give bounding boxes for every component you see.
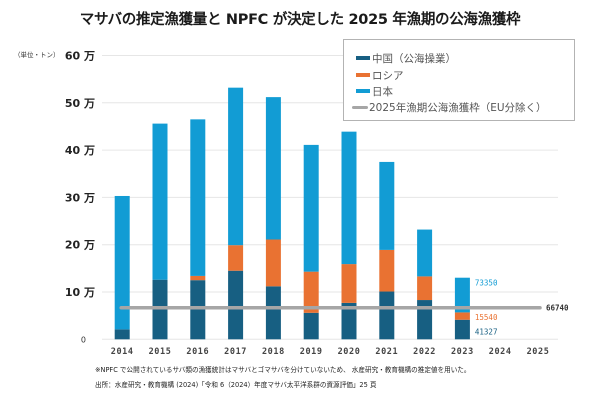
bar-segment-china xyxy=(152,279,168,340)
bar-segment-japan xyxy=(228,87,244,246)
reference-line-group: 66740 xyxy=(119,304,569,313)
bar-segment-china xyxy=(265,286,281,340)
bar-segment-japan xyxy=(454,277,470,313)
bar-segment-japan xyxy=(152,123,168,280)
bar-segment-japan xyxy=(303,144,319,272)
bar-segment-japan xyxy=(114,195,130,330)
x-tick-label: 2018 xyxy=(262,347,285,357)
legend-label-china: 中国（公海操業） xyxy=(372,52,456,65)
legend-label-japan: 日本 xyxy=(372,85,393,98)
bar-segment-japan xyxy=(265,97,281,240)
y-tick-label: 0 xyxy=(81,335,86,344)
y-tick-label: 20 万 xyxy=(65,239,95,252)
bars xyxy=(114,87,470,340)
bar-segment-russia xyxy=(454,312,470,320)
y-tick-label: 50 万 xyxy=(65,97,95,110)
legend-swatch-russia xyxy=(356,73,370,77)
y-tick-label: 10 万 xyxy=(65,286,95,299)
x-tick-label: 2025 xyxy=(527,347,550,357)
bar-segment-china xyxy=(341,302,357,340)
legend-label-quota: 2025年漁期公海漁獲枠（EU分除く） xyxy=(369,101,547,114)
legend-item-russia: ロシア xyxy=(356,68,404,82)
quota-value-label: 66740 xyxy=(546,304,569,313)
bar-segment-china xyxy=(454,319,470,340)
x-tick-label: 2021 xyxy=(375,347,398,357)
bar-segment-china xyxy=(417,300,433,340)
bar-segment-russia xyxy=(379,249,395,292)
y-tick-label: 40 万 xyxy=(65,144,95,157)
x-tick-label: 2020 xyxy=(338,347,361,357)
source-note: 出所：水産研究・教育機構 (2024)「令和 6（2024）年度マサバ太平洋系群… xyxy=(95,381,377,389)
x-tick-label: 2016 xyxy=(186,347,209,357)
x-axis-ticks: 2014 2015 2016 2017 2018 2019 2020 2021 2022 2023… xyxy=(111,347,550,357)
legend-swatch-quota xyxy=(352,105,368,109)
legend-label-russia: ロシア xyxy=(372,69,404,82)
legend-item-japan: 日本 xyxy=(356,84,393,98)
x-tick-label: 2023 xyxy=(451,347,474,357)
bar-segment-japan xyxy=(379,161,395,250)
x-tick-label: 2024 xyxy=(489,347,512,357)
x-tick-label: 2015 xyxy=(149,347,172,357)
x-tick-label: 2022 xyxy=(413,347,436,357)
y-axis-ticks: 0 10 万 20 万 30 万 40 万 50 万 60 万 xyxy=(65,50,95,345)
legend-item-quota: 2025年漁期公海漁獲枠（EU分除く） xyxy=(352,100,547,114)
bar-segment-russia xyxy=(265,239,281,287)
bar-segment-russia xyxy=(190,275,206,281)
bar-segment-china xyxy=(379,291,395,340)
data-labels: 73350 15540 41327 xyxy=(475,279,498,337)
y-tick-label: 60 万 xyxy=(65,50,95,63)
bar-segment-china xyxy=(228,270,244,340)
x-tick-label: 2014 xyxy=(111,347,134,357)
bar-segment-china xyxy=(114,329,130,340)
x-tick-label: 2019 xyxy=(300,347,323,357)
legend: 中国（公海操業） ロシア 日本 2025年漁期公海漁獲枠（EU分除く） xyxy=(343,39,575,121)
bar-segment-china xyxy=(303,312,319,340)
bar-segment-russia xyxy=(341,264,357,303)
footnote: ※NPFC で公開されているサバ類の漁獲統計はマサバとゴマサバを分けていないため… xyxy=(95,366,471,374)
bar-segment-japan xyxy=(417,229,433,277)
bar-segment-russia xyxy=(417,276,433,301)
bar-segment-russia xyxy=(303,271,319,313)
bar-segment-japan xyxy=(341,131,357,265)
legend-swatch-japan xyxy=(356,89,370,93)
data-label: 15540 xyxy=(475,313,498,322)
data-label: 41327 xyxy=(475,328,498,337)
x-tick-label: 2017 xyxy=(224,347,247,357)
legend-item-china: 中国（公海操業） xyxy=(356,51,456,65)
bar-segment-japan xyxy=(190,119,206,276)
unit-label: （単位・トン） xyxy=(14,51,60,59)
y-tick-label: 30 万 xyxy=(65,191,95,204)
chart-title: マサバの推定漁獲量と NPFC が決定した 2025 年漁期の公海漁獲枠 xyxy=(79,12,521,28)
legend-swatch-china xyxy=(356,56,370,60)
bar-segment-russia xyxy=(228,245,244,271)
data-label: 73350 xyxy=(475,279,498,288)
bar-segment-china xyxy=(190,280,206,340)
